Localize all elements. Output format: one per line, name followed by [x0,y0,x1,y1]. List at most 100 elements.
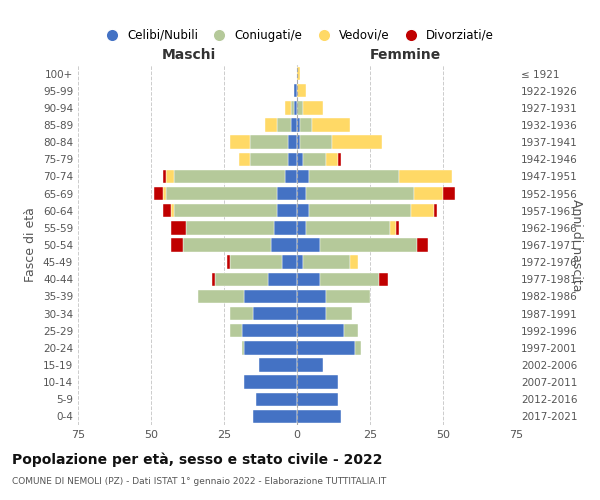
Bar [230,136,250,149]
Bar [212,272,215,286]
Legend: Celibi/Nubili, Coniugati/e, Vedovi/e, Divorziati/e: Celibi/Nubili, Coniugati/e, Vedovi/e, Di… [95,24,499,46]
Bar [391,221,396,234]
Bar [283,256,297,269]
Text: COMUNE DI NEMOLI (PZ) - Dati ISTAT 1° gennaio 2022 - Elaborazione TUTTITALIA.IT: COMUNE DI NEMOLI (PZ) - Dati ISTAT 1° ge… [12,478,386,486]
Bar [326,307,352,320]
Bar [297,392,338,406]
Bar [332,136,382,149]
Bar [277,187,297,200]
Bar [291,118,297,132]
Bar [294,84,297,98]
Bar [242,324,297,338]
Bar [244,376,297,389]
Bar [297,238,320,252]
Text: Maschi: Maschi [162,48,216,62]
Bar [303,101,323,114]
Bar [250,136,288,149]
Bar [154,187,163,200]
Bar [320,238,417,252]
Bar [355,341,361,354]
Bar [306,221,391,234]
Bar [230,307,253,320]
Bar [308,204,411,218]
Bar [297,152,303,166]
Bar [306,187,414,200]
Bar [434,204,437,218]
Y-axis label: Anni di nascita: Anni di nascita [570,198,583,291]
Bar [297,376,338,389]
Bar [344,324,358,338]
Bar [163,204,172,218]
Bar [308,170,399,183]
Bar [399,170,452,183]
Y-axis label: Fasce di età: Fasce di età [25,208,37,282]
Bar [166,187,277,200]
Bar [256,392,297,406]
Bar [288,152,297,166]
Bar [297,256,303,269]
Bar [350,256,358,269]
Bar [414,187,443,200]
Bar [175,170,286,183]
Bar [297,67,300,80]
Bar [326,290,370,303]
Bar [411,204,434,218]
Bar [242,341,244,354]
Bar [297,136,300,149]
Bar [297,170,308,183]
Bar [230,256,283,269]
Bar [172,204,175,218]
Bar [297,84,306,98]
Bar [297,341,355,354]
Bar [443,187,455,200]
Bar [277,204,297,218]
Bar [338,152,341,166]
Bar [300,118,311,132]
Bar [166,170,175,183]
Bar [297,307,326,320]
Bar [265,118,277,132]
Bar [297,358,323,372]
Bar [297,187,306,200]
Bar [244,341,297,354]
Bar [326,152,338,166]
Bar [303,152,326,166]
Bar [297,221,306,234]
Bar [172,221,186,234]
Bar [239,152,250,166]
Bar [253,307,297,320]
Bar [311,118,350,132]
Bar [297,324,344,338]
Bar [172,238,183,252]
Bar [227,256,230,269]
Bar [268,272,297,286]
Bar [291,101,294,114]
Bar [396,221,399,234]
Bar [300,136,332,149]
Bar [259,358,297,372]
Bar [244,290,297,303]
Bar [297,272,320,286]
Bar [183,238,271,252]
Bar [215,272,268,286]
Bar [250,152,288,166]
Bar [303,256,350,269]
Text: Popolazione per età, sesso e stato civile - 2022: Popolazione per età, sesso e stato civil… [12,452,383,467]
Bar [297,101,303,114]
Bar [230,324,242,338]
Bar [294,101,297,114]
Bar [271,238,297,252]
Bar [163,187,166,200]
Bar [379,272,388,286]
Bar [297,410,341,423]
Bar [274,221,297,234]
Bar [253,410,297,423]
Bar [277,118,291,132]
Bar [198,290,244,303]
Bar [320,272,379,286]
Text: Femmine: Femmine [370,48,440,62]
Bar [297,118,300,132]
Bar [186,221,274,234]
Bar [286,101,291,114]
Bar [286,170,297,183]
